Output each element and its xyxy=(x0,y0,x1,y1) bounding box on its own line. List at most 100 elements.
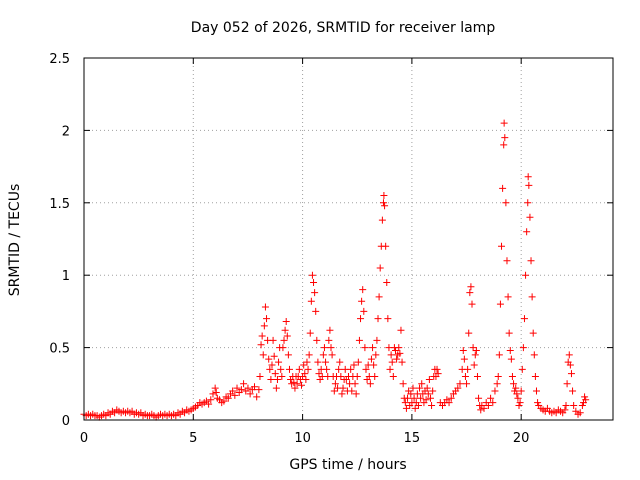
data-point xyxy=(220,397,228,405)
data-point xyxy=(477,406,485,414)
data-point xyxy=(269,336,277,344)
y-tick-label: 2.5 xyxy=(49,52,70,67)
data-point xyxy=(370,361,378,369)
data-point xyxy=(293,380,301,388)
data-point xyxy=(353,373,361,381)
data-point xyxy=(369,344,377,352)
data-point xyxy=(563,380,571,388)
data-point xyxy=(464,365,472,373)
data-point xyxy=(578,402,586,410)
data-point xyxy=(498,242,506,250)
data-point xyxy=(391,346,399,354)
data-point xyxy=(307,297,315,305)
data-point xyxy=(380,192,388,200)
data-point xyxy=(366,380,374,388)
data-point xyxy=(495,351,503,359)
data-point xyxy=(259,351,267,359)
data-point xyxy=(425,375,433,383)
data-point xyxy=(501,134,509,142)
data-point xyxy=(513,390,521,398)
x-tick-label: 15 xyxy=(404,431,421,446)
data-point xyxy=(508,373,516,381)
data-point xyxy=(305,351,313,359)
data-point xyxy=(224,394,232,402)
data-point xyxy=(382,242,390,250)
data-point xyxy=(251,383,259,391)
data-point xyxy=(281,326,289,334)
data-point xyxy=(373,336,381,344)
data-point xyxy=(532,387,540,395)
data-point xyxy=(524,173,532,181)
data-point xyxy=(383,278,391,286)
data-point xyxy=(562,402,570,410)
data-point xyxy=(271,370,279,378)
data-point xyxy=(433,365,441,373)
data-point xyxy=(330,387,338,395)
data-point xyxy=(493,380,501,388)
data-point xyxy=(418,380,426,388)
data-point xyxy=(506,346,514,354)
data-point xyxy=(326,326,334,334)
data-point xyxy=(311,289,319,297)
data-point xyxy=(411,404,419,412)
data-point xyxy=(354,358,362,366)
data-point xyxy=(320,344,328,352)
data-point xyxy=(523,228,531,236)
data-point xyxy=(484,402,492,410)
data-point xyxy=(308,271,316,279)
data-point xyxy=(417,394,425,402)
data-point xyxy=(531,373,539,381)
data-point xyxy=(389,373,397,381)
data-point xyxy=(494,373,502,381)
data-point xyxy=(229,387,237,395)
data-point xyxy=(336,358,344,366)
data-point xyxy=(298,381,306,389)
data-point xyxy=(387,351,395,359)
y-axis: 0 0.5 1 1.5 2 2.5 xyxy=(49,52,613,429)
data-point xyxy=(253,393,261,401)
data-point xyxy=(325,336,333,344)
data-point xyxy=(279,344,287,352)
data-point xyxy=(282,318,290,326)
data-point xyxy=(295,365,303,373)
data-point xyxy=(331,380,339,388)
data-point xyxy=(375,293,383,301)
x-tick-label: 0 xyxy=(80,431,88,446)
data-point xyxy=(424,390,432,398)
data-point xyxy=(522,271,530,279)
data-point xyxy=(402,404,410,412)
data-point xyxy=(246,390,254,398)
data-point xyxy=(480,404,488,412)
data-point xyxy=(386,365,394,373)
data-point xyxy=(328,351,336,359)
data-point xyxy=(429,387,437,395)
data-point xyxy=(284,351,292,359)
data-point xyxy=(376,264,384,272)
data-point xyxy=(272,384,280,392)
data-point xyxy=(381,202,389,210)
data-point xyxy=(567,370,575,378)
data-point xyxy=(465,329,473,337)
data-point xyxy=(514,394,522,402)
data-point xyxy=(244,384,252,392)
data-point xyxy=(454,384,462,392)
data-point xyxy=(265,355,273,363)
data-point xyxy=(301,370,309,378)
data-point xyxy=(207,396,215,404)
data-point xyxy=(517,387,525,395)
data-point xyxy=(310,278,318,286)
data-point xyxy=(314,358,322,366)
data-point xyxy=(283,332,291,340)
data-point xyxy=(371,373,379,381)
data-point xyxy=(277,365,285,373)
data-point xyxy=(399,380,407,388)
data-point xyxy=(261,303,269,311)
data-point xyxy=(379,199,387,207)
data-point xyxy=(260,322,268,330)
data-point xyxy=(240,380,248,388)
data-point xyxy=(256,373,264,381)
data-point xyxy=(434,370,442,378)
data-point xyxy=(347,365,355,373)
data-point xyxy=(278,373,286,381)
data-point xyxy=(582,396,590,404)
